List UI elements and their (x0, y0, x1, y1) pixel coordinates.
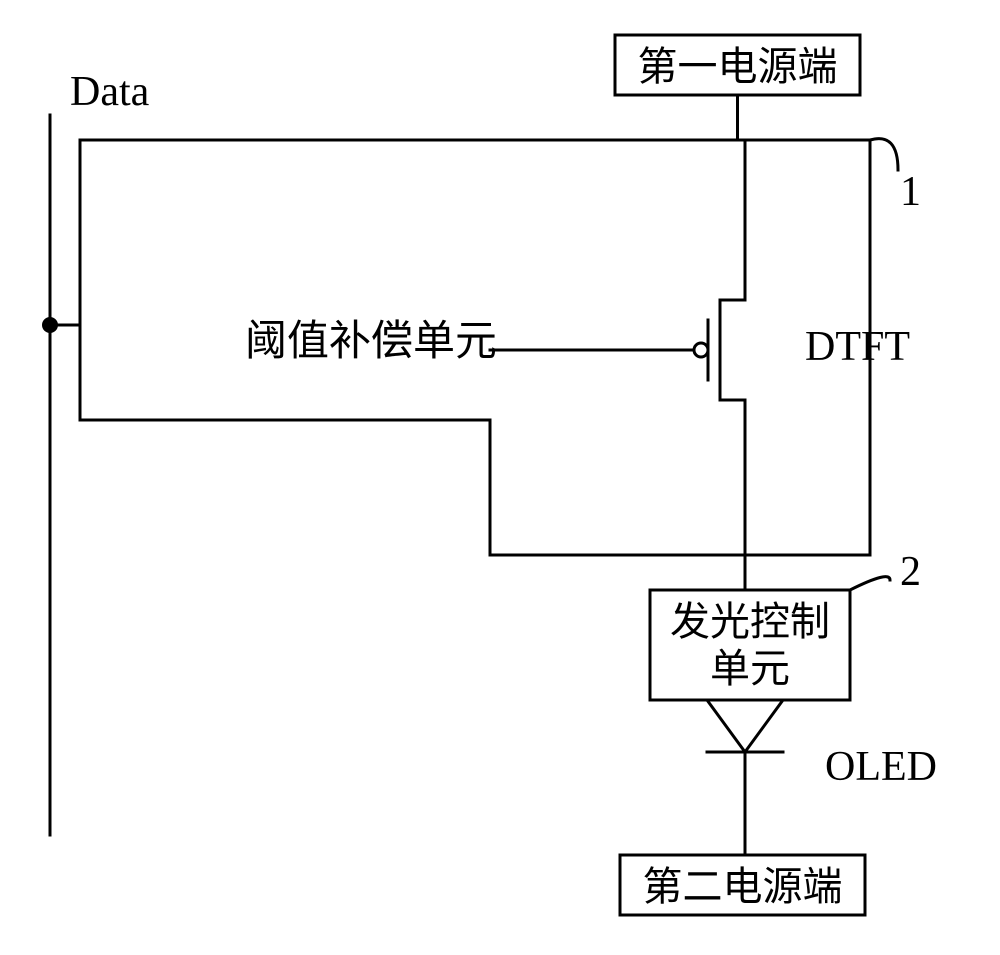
circuit-diagram: Data DTFT OLED 阈值补偿单元 1 2 第一电源端发光控制单元第二电源端 (0, 0, 1000, 955)
text-35: 1 (900, 169, 921, 215)
path-29 (870, 139, 898, 170)
path-30 (850, 577, 890, 590)
text-38: 发光控制 (670, 599, 830, 644)
text-40: 第二电源端 (643, 864, 843, 909)
text-32: DTFT (805, 324, 910, 370)
text-36: 2 (900, 549, 921, 595)
text-37: 第一电源端 (638, 44, 838, 89)
polygon-25 (707, 700, 783, 752)
text-39: 单元 (710, 646, 790, 691)
text-31: Data (70, 69, 150, 115)
text-33: OLED (825, 744, 937, 790)
text-34: 阈值补偿单元 (245, 319, 497, 365)
circle-20 (694, 343, 708, 357)
